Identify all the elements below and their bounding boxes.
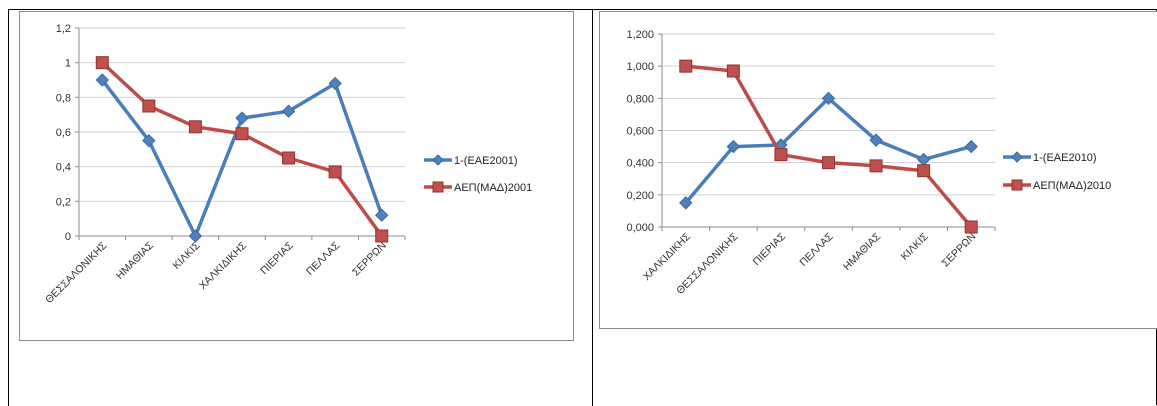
data-point-diamond <box>679 196 693 210</box>
data-point-square <box>774 148 788 162</box>
data-point-diamond <box>964 139 978 154</box>
data-point-diamond <box>869 133 883 147</box>
data-point-diamond <box>821 91 836 106</box>
y-tick-label: 0,400 <box>626 158 654 170</box>
x-category-label: ΗΜΑΘΙΑΣ <box>841 230 884 273</box>
x-category-label: ΚΙΛΚΙΣ <box>170 239 202 271</box>
y-tick-label: 0,200 <box>626 190 654 202</box>
data-point-diamond <box>235 111 249 125</box>
chart-2001-svg: 0 0,2 0,4 0,6 0,8 1 1,2 ΘΕΣΣΑΛΟΝΙΚΗΣ ΗΜΑΘΙΑΣ ΚΙΛΚ… <box>43 23 532 306</box>
x-category-label: ΠΕΛΛΑΣ <box>304 239 343 278</box>
x-category-label: ΗΜΑΘΙΑΣ <box>114 239 157 282</box>
data-point-square <box>726 64 740 78</box>
x-category-label: ΣΕΡΡΩΝ <box>350 240 389 279</box>
x-category-label: ΣΕΡΡΩΝ <box>939 231 978 270</box>
data-point-square <box>282 151 296 165</box>
data-point-square <box>188 120 202 134</box>
y-tick-label: 0,8 <box>56 92 71 104</box>
y-tick-label: 0,800 <box>626 93 654 105</box>
data-point-square <box>235 127 249 141</box>
data-point-diamond <box>726 139 741 154</box>
x-category-label: ΚΙΛΚΙΣ <box>899 230 931 262</box>
legend-marker-diamond <box>1011 151 1023 163</box>
data-point-diamond <box>142 133 156 148</box>
y-tick-label: 0,000 <box>626 222 654 234</box>
series-line <box>101 61 384 238</box>
data-point-diamond <box>95 73 109 87</box>
x-category-label: ΠΕΛΛΑΣ <box>797 230 836 269</box>
legend-label: ΑΕΠ(ΜΑΔ)2001 <box>454 182 532 194</box>
y-tick-label: 0,2 <box>56 196 71 208</box>
legend-label: 1-(ΕΑΕ2001) <box>454 155 518 167</box>
y-tick-label: 0 <box>65 231 71 243</box>
y-tick-label: 0,4 <box>56 162 71 174</box>
data-point-diamond <box>188 229 203 243</box>
series-line <box>684 96 972 205</box>
data-point-diamond <box>328 76 342 91</box>
y-tick-label: 1,200 <box>626 29 654 41</box>
data-point-square <box>95 56 109 70</box>
chart-2010: 0,000 0,200 0,400 0,600 0,800 1,000 1,200 ΧΑΛΚΙ… <box>599 11 1157 329</box>
legend-label: ΑΕΠ(ΜΑΔ)2010 <box>1033 180 1111 192</box>
y-tick-label: 1,2 <box>56 23 71 35</box>
y-tick-label: 0,6 <box>56 127 71 139</box>
legend-label: 1-(ΕΑΕ2010) <box>1033 152 1097 164</box>
table-cell-left <box>8 9 593 406</box>
data-point-square <box>869 159 883 173</box>
chart-2010-svg: 0,000 0,200 0,400 0,600 0,800 1,000 1,200 ΧΑΛΚΙ… <box>626 29 1111 297</box>
legend-marker-square <box>1011 179 1023 191</box>
legend-marker-diamond <box>432 154 444 166</box>
data-point-diamond <box>916 152 931 167</box>
y-tick-label: 1,000 <box>626 61 654 73</box>
legend-marker-square <box>432 181 444 193</box>
data-point-square <box>964 220 978 234</box>
chart-2001: 0 0,2 0,4 0,6 0,8 1 1,2 ΘΕΣΣΑΛΟΝΙΚΗΣ ΗΜΑΘΙΑΣ ΚΙΛΚ… <box>19 11 574 341</box>
x-category-label: ΠΙΕΡΙΑΣ <box>751 230 789 268</box>
x-category-label: ΘΕΣΣΑΛΟΝΙΚΗΣ <box>43 239 110 306</box>
y-tick-label: 1 <box>65 58 71 70</box>
y-tick-label: 0,600 <box>626 126 654 138</box>
data-point-square <box>375 229 389 243</box>
table-cell-right <box>592 9 1157 406</box>
data-point-square <box>142 99 156 113</box>
data-point-square <box>328 165 342 179</box>
x-category-label: ΧΑΛΚΙΔΙΚΗΣ <box>197 239 250 292</box>
data-point-diamond <box>375 208 389 222</box>
data-point-square <box>822 156 835 170</box>
x-category-label: ΠΙΕΡΙΑΣ <box>258 239 296 277</box>
data-point-diamond <box>281 104 296 118</box>
x-category-label: ΧΑΛΚΙΔΙΚΗΣ <box>641 230 694 283</box>
data-point-square <box>917 164 931 178</box>
data-point-square <box>679 59 693 73</box>
